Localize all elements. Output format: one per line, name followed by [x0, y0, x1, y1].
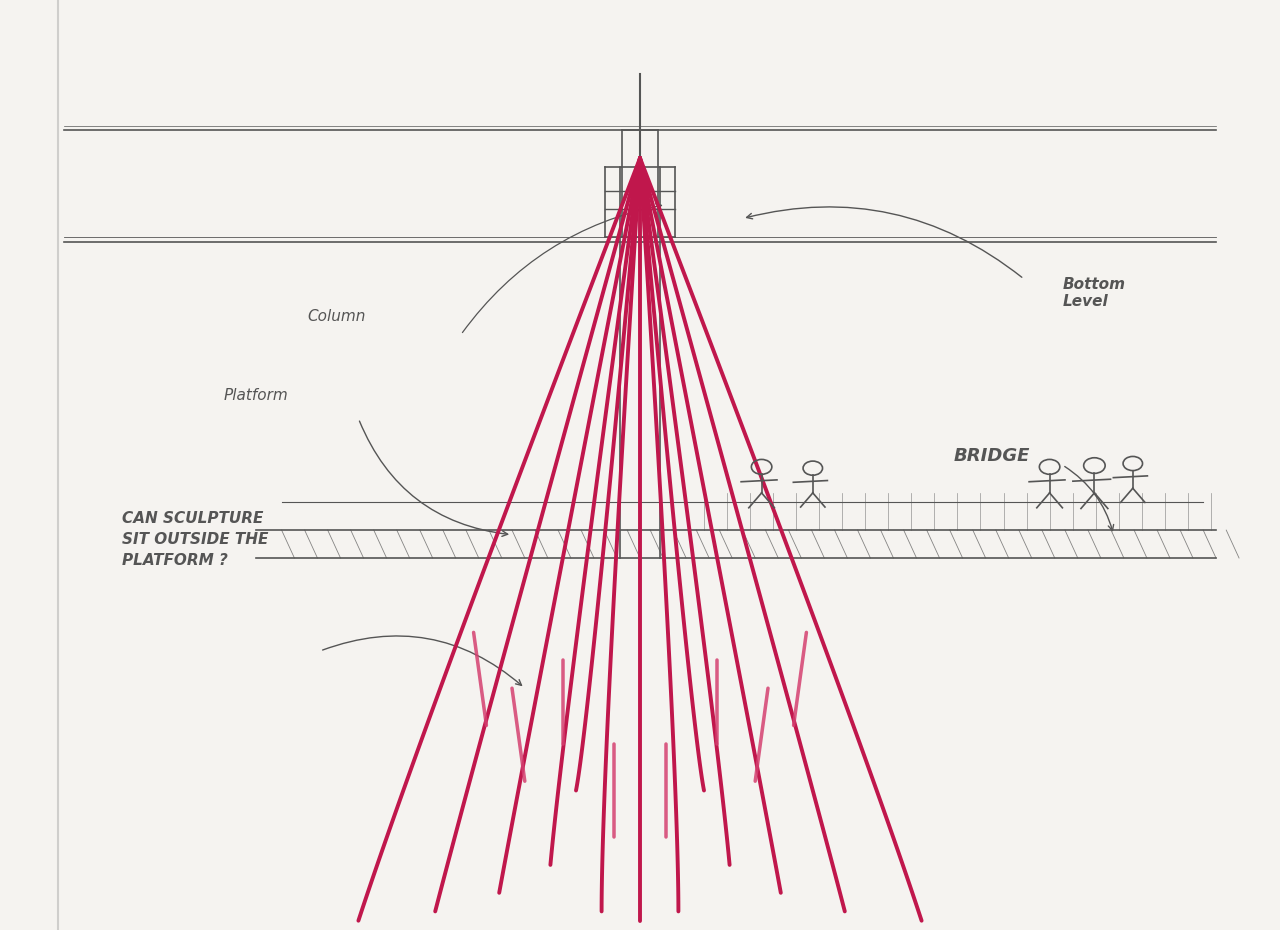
Text: Bottom
Level: Bottom Level [1062, 277, 1125, 309]
Text: CAN SCULPTURE
SIT OUTSIDE THE
PLATFORM ?: CAN SCULPTURE SIT OUTSIDE THE PLATFORM ? [122, 511, 268, 568]
Text: Platform: Platform [224, 388, 289, 403]
Text: BRIDGE: BRIDGE [954, 446, 1030, 465]
Text: Column: Column [307, 309, 366, 324]
